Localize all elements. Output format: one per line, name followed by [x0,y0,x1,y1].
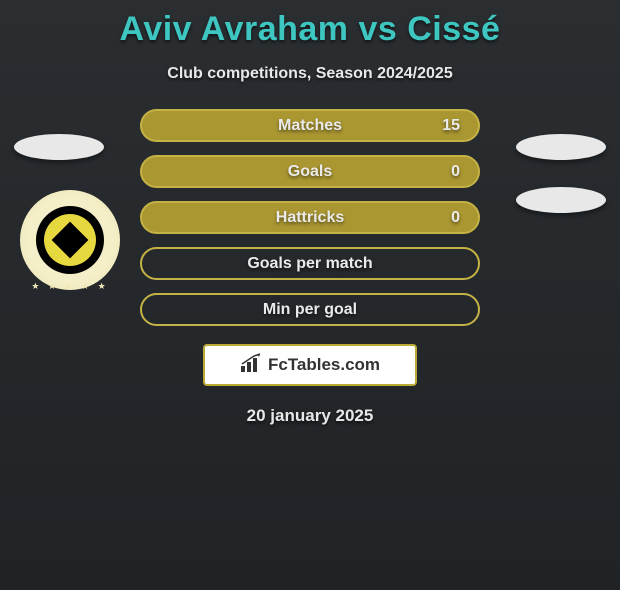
club-badge: ★ ★ ★ ★ ★ [20,190,120,290]
page-title: Aviv Avraham vs Cissé [0,10,620,49]
stat-row-matches: Matches 15 [140,109,480,142]
right-player-placeholder-1 [516,134,606,160]
right-player-placeholder-2 [516,187,606,213]
stat-label: Goals per match [247,255,372,273]
chart-icon [240,353,268,378]
branding-box: FcTables.com [203,344,417,386]
date-text: 20 january 2025 [0,406,620,426]
stat-row-hattricks: Hattricks 0 [140,201,480,234]
subtitle: Club competitions, Season 2024/2025 [0,65,620,83]
stat-row-goals: Goals 0 [140,155,480,188]
stat-label: Matches [278,117,342,135]
stat-label: Goals [288,163,332,181]
stat-value: 0 [451,163,460,181]
stat-label: Hattricks [276,209,344,227]
branding-text: FcTables.com [268,355,380,375]
stat-row-goals-per-match: Goals per match [140,247,480,280]
stat-row-min-per-goal: Min per goal [140,293,480,326]
stat-label: Min per goal [263,301,357,319]
stat-value: 15 [442,117,460,135]
stat-value: 0 [451,209,460,227]
left-player-placeholder [14,134,104,160]
